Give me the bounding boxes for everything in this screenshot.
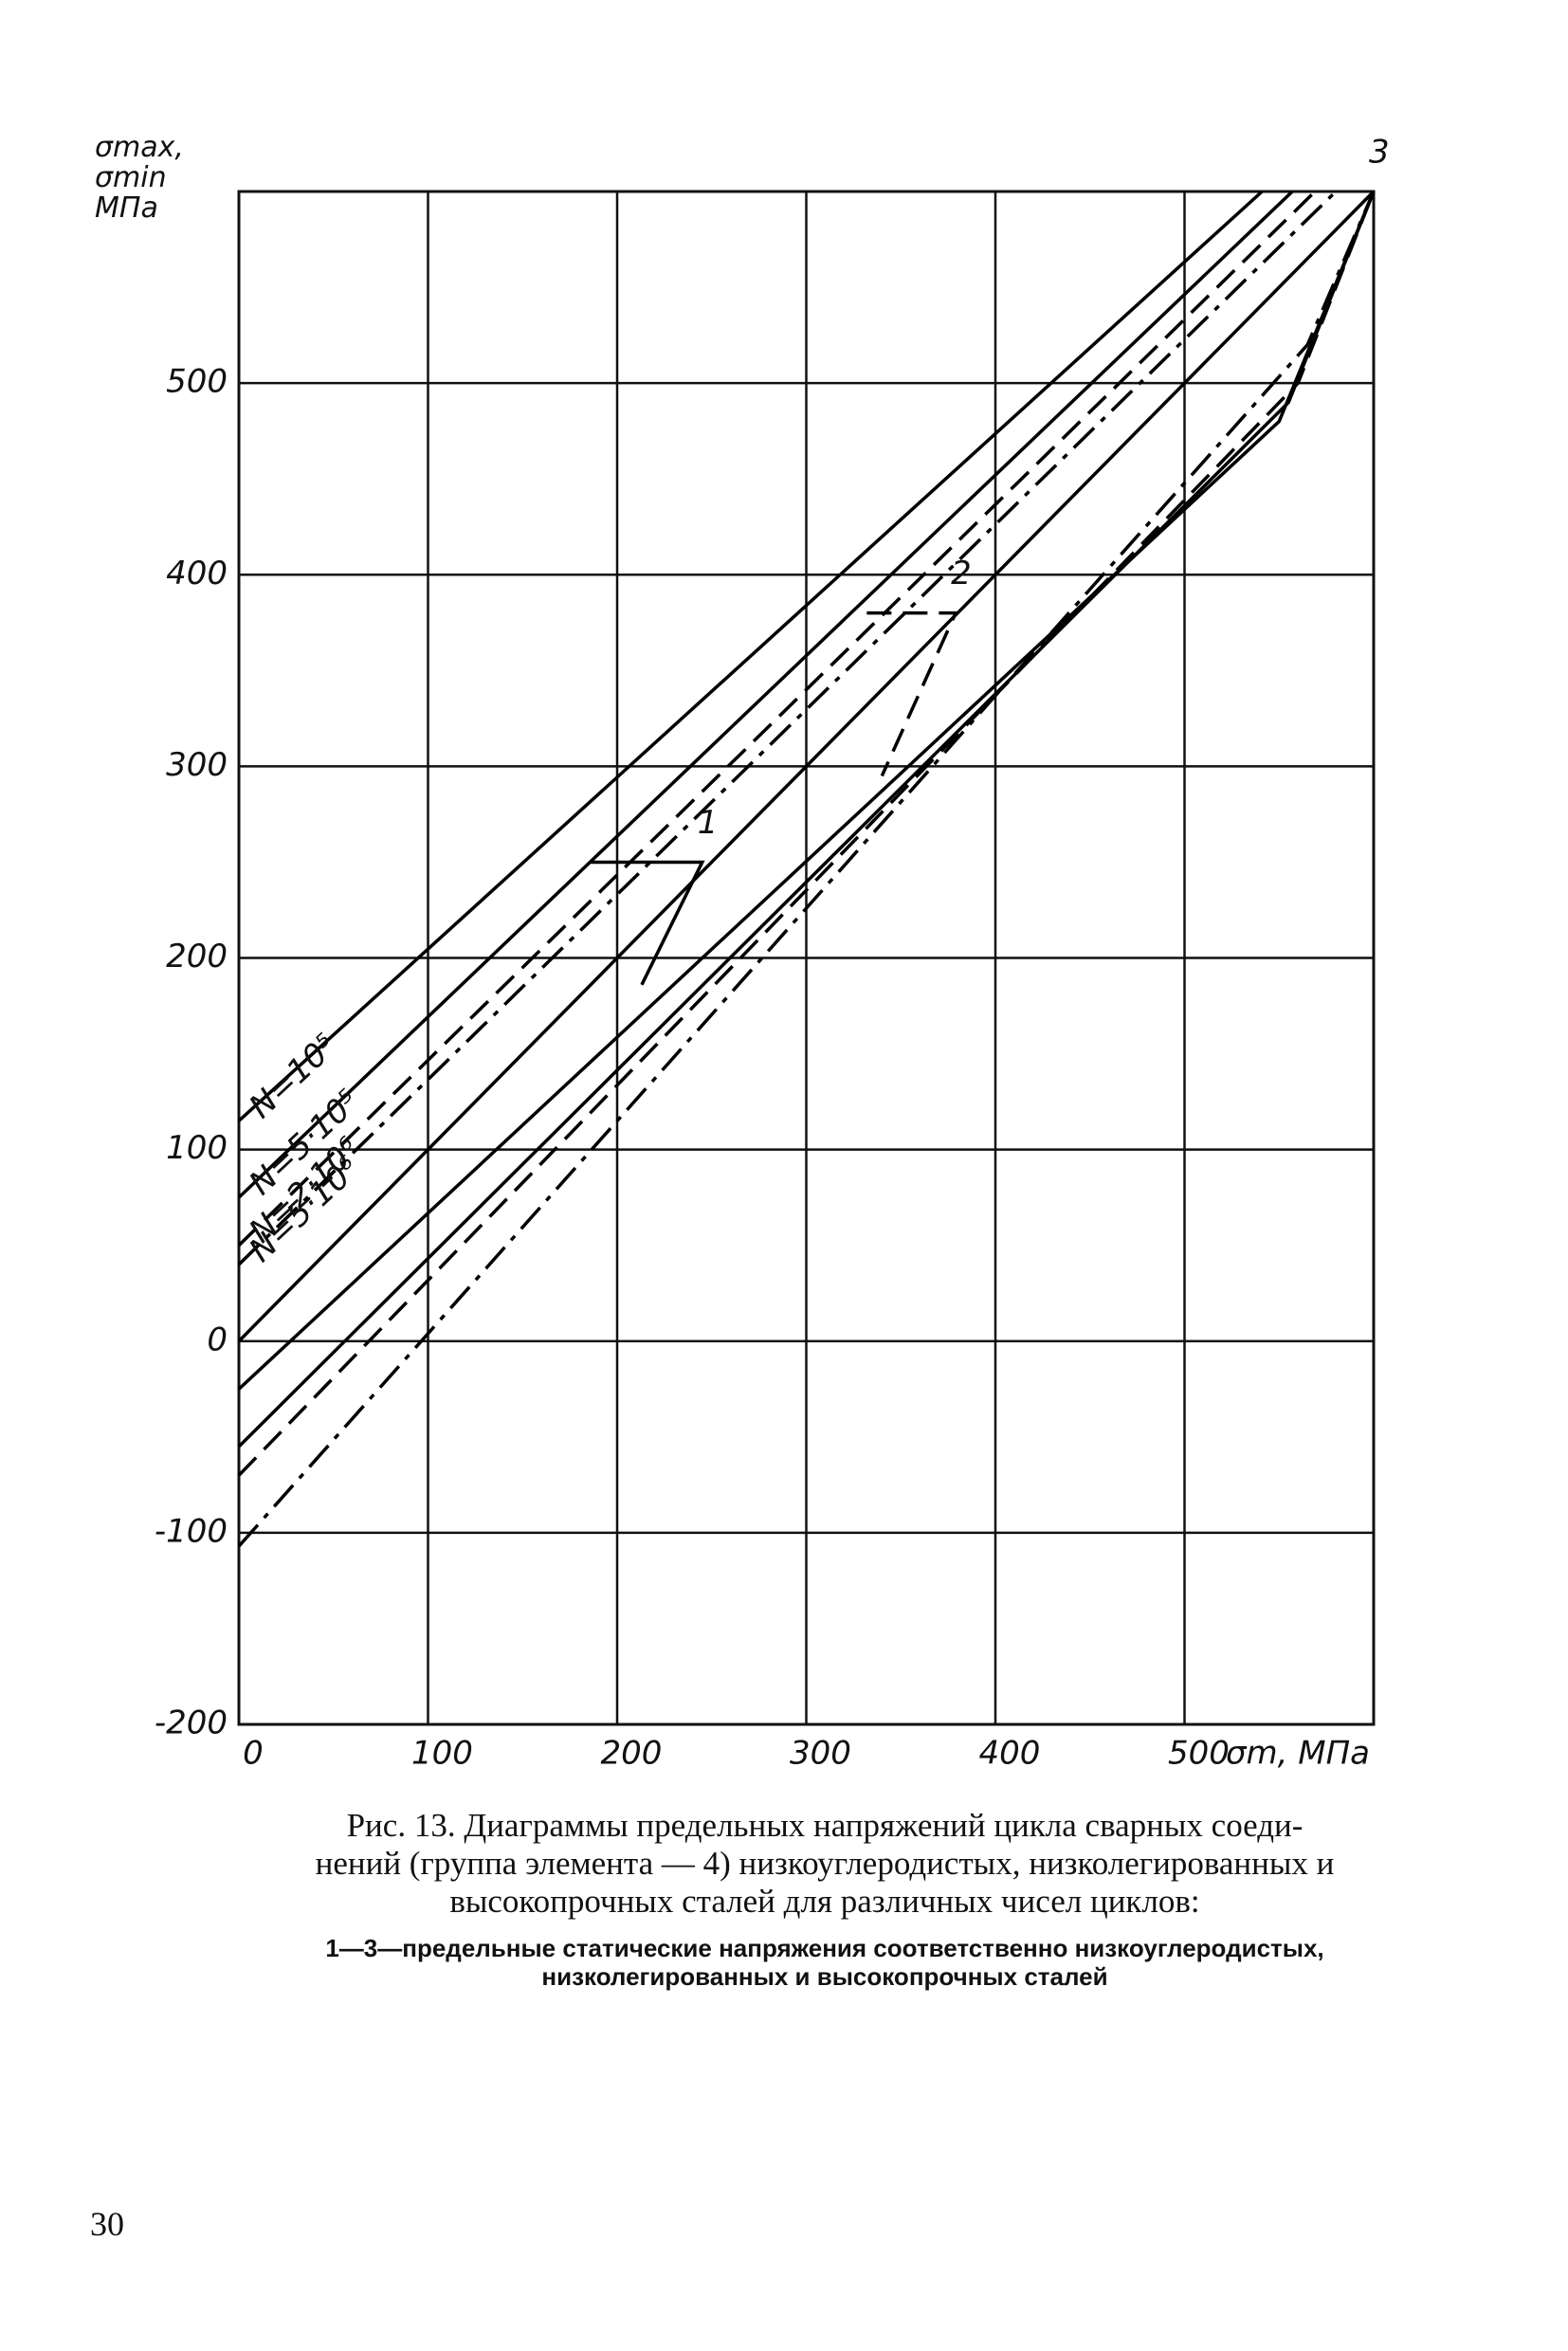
x-tick-label: 100 (411, 1735, 473, 1773)
x-tick-label: 300 (790, 1735, 851, 1773)
series-line (591, 860, 705, 986)
note-line: низколегированных и высокопрочных сталей (541, 1962, 1108, 1991)
x-tick-label: 400 (979, 1735, 1041, 1773)
y-tick-label: 400 (166, 555, 228, 592)
y-tick-label: -100 (155, 1512, 228, 1550)
y-tick-label: 300 (166, 746, 228, 784)
series-label: 2 (951, 555, 972, 592)
series-label: 1 (698, 804, 719, 842)
note-line: 1—3—предельные статические напряжения со… (325, 1934, 1324, 1962)
caption-line: нений (группа элемента — 4) низкоуглерод… (315, 1845, 1335, 1882)
series-line (237, 190, 1264, 1122)
x-tick-label: 500 (1168, 1735, 1230, 1773)
x-tick-label: 0 (243, 1735, 264, 1773)
page-number: 30 (90, 2205, 124, 2243)
caption-line: Рис. 13. Диаграммы предельных напряжений… (346, 1807, 1304, 1844)
series-line (237, 191, 1376, 1548)
series-line (237, 191, 1376, 1477)
series-line (237, 190, 1294, 1199)
series-line (237, 190, 1317, 1247)
y-tick-label: 200 (166, 938, 228, 975)
y-tick-label: 0 (207, 1321, 228, 1358)
y-axis-label: σmax, σmin МПа (95, 131, 184, 225)
y-tick-label: -200 (155, 1704, 228, 1742)
x-tick-label: 200 (601, 1735, 663, 1773)
x-axis-label: σm, МПа (1226, 1735, 1370, 1773)
caption-line: высокопрочных сталей для различных чисел… (449, 1883, 1200, 1920)
series-label: 3 (1369, 134, 1390, 172)
series-line (237, 190, 1376, 1342)
y-tick-label: 500 (166, 363, 228, 401)
y-tick-label: 100 (166, 1129, 228, 1167)
series-line (237, 191, 1376, 1449)
series-line (237, 190, 1338, 1267)
